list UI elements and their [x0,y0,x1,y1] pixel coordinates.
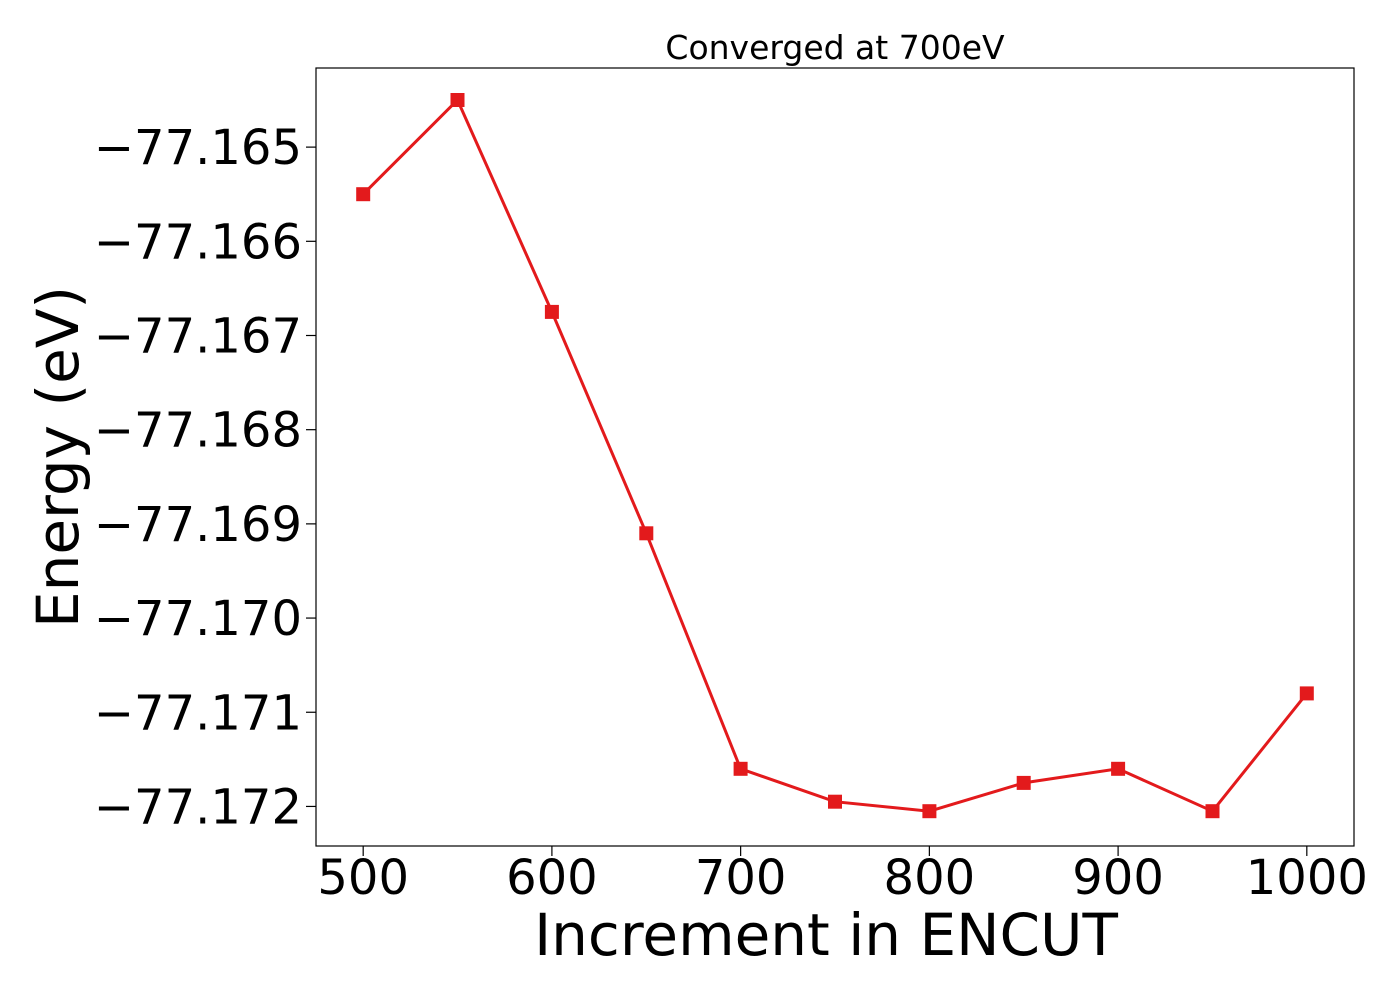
y-axis-label: Energy (eV) [24,286,92,628]
y-tick-label: −77.170 [94,591,302,647]
y-tick-label: −77.168 [94,403,302,459]
y-tick-label: −77.169 [94,497,302,553]
data-point-marker [922,804,937,819]
plot-area [356,93,1314,819]
x-axis: 500 600 700 800 900 1000 [317,846,1368,906]
x-axis-label: Increment in ENCUT [534,901,1118,969]
data-point-marker [1111,761,1126,776]
x-tick-label: 700 [695,850,787,906]
y-axis: −77.165 −77.166 −77.167 −77.168 −77.169 −77.1… [94,120,316,835]
data-point-marker [733,761,748,776]
chart-title: Converged at 700eV [665,28,1005,67]
data-point-marker [450,93,465,107]
x-tick-label: 500 [317,850,409,906]
data-point-marker [639,526,654,541]
data-point-marker [1016,775,1031,790]
y-tick-label: −77.165 [94,120,302,176]
data-point-marker [544,304,559,319]
y-tick-label: −77.166 [94,214,302,270]
x-tick-label: 800 [884,850,976,906]
x-tick-label: 900 [1072,850,1164,906]
plot-frame [315,67,1355,847]
y-tick-label: −77.171 [94,685,302,741]
data-point-marker [356,187,371,202]
y-tick-label: −77.167 [94,308,302,364]
data-point-marker [1205,804,1220,819]
x-tick-label: 1000 [1246,850,1368,906]
x-tick-label: 600 [506,850,598,906]
data-point-marker [1299,686,1314,701]
series-line [362,97,1308,814]
data-point-marker [828,794,842,809]
y-tick-label: −77.172 [94,779,302,835]
